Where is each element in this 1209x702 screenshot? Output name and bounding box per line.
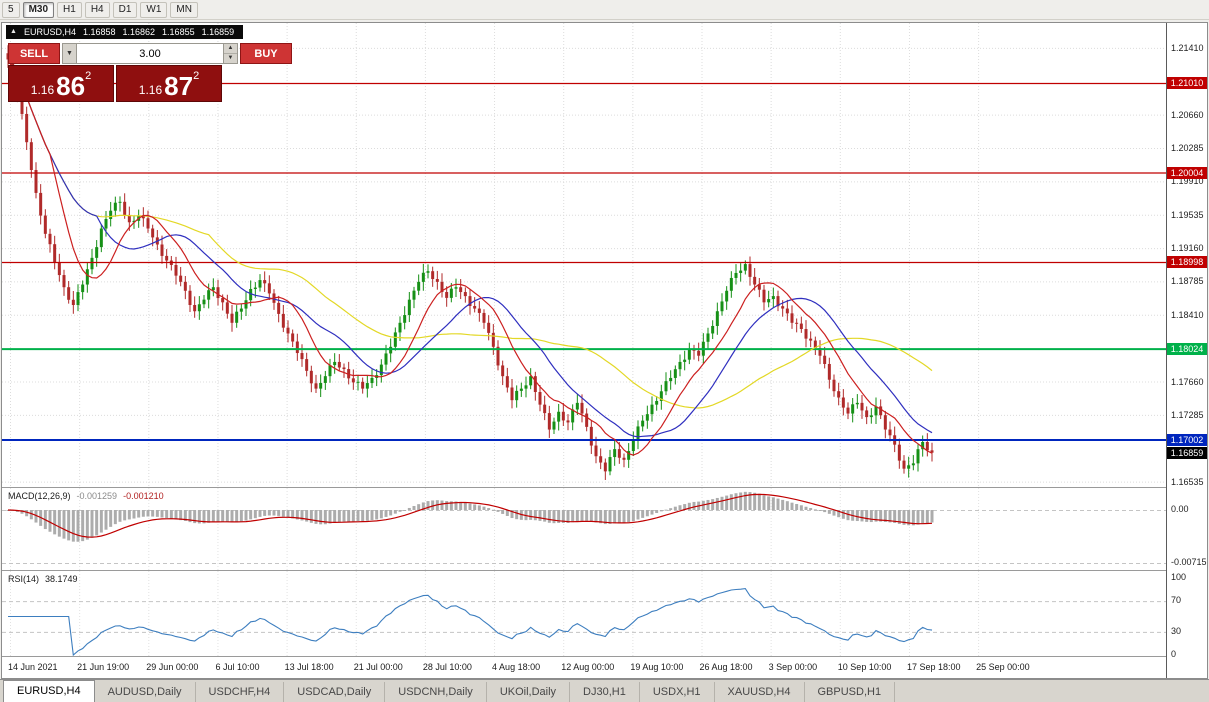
time-axis-label: 14 Jun 2021 [8, 662, 58, 672]
sell-price-fraction: 2 [85, 70, 92, 82]
quote-low: 1.16855 [162, 27, 195, 37]
time-axis-label: 10 Sep 10:00 [837, 662, 892, 672]
time-axis[interactable]: 14 Jun 2021 21 Jun 19:00 29 Jun 00:00 6 Jul… [2, 656, 1166, 678]
chart-tab-bar: EURUSD,H4 AUDUSD,Daily USDCHF,H4 USDCAD,Dai… [0, 679, 1209, 702]
rsi-axis-label: 100 [1171, 572, 1187, 582]
chart-tab-USDX[interactable]: USDX,H1 [639, 682, 715, 702]
macd-axis-label: 0.00 [1171, 504, 1189, 514]
sell-price-bigfigure: 1.16 [30, 83, 55, 97]
timeframe-button-H1[interactable]: H1 [57, 1, 82, 18]
buy-price-pips: 87 [164, 71, 194, 101]
chart-quote-bar: ▲ EURUSD,H4 1.16858 1.16862 1.16855 1.16… [6, 25, 244, 39]
time-axis-label: 4 Aug 18:00 [492, 662, 541, 672]
time-axis-label: 21 Jul 00:00 [353, 662, 403, 672]
chart-tab-EURUSD[interactable]: EURUSD,H4 [3, 680, 95, 702]
time-axis-label: 6 Jul 10:00 [215, 662, 260, 672]
rsi-axis-label: 30 [1171, 625, 1182, 636]
rsi-title: RSI(14) [8, 574, 40, 584]
chart-tab-USDCAD[interactable]: USDCAD,Daily [284, 682, 386, 702]
time-axis-label: 29 Jun 00:00 [146, 662, 199, 672]
time-axis-label: 26 Aug 18:00 [699, 662, 753, 672]
rsi-indicator-label: RSI(14) 38.1749 [8, 574, 78, 584]
time-axis-label: 19 Aug 10:00 [630, 662, 684, 672]
buy-price-bigfigure: 1.16 [138, 83, 163, 97]
price-axis-label: 1.17660 [1171, 376, 1204, 387]
chart-tab-USDCHF[interactable]: USDCHF,H4 [195, 682, 285, 702]
price-axis-label: 1.19535 [1171, 209, 1204, 220]
timeframe-toolbar: 5 M30 H1 H4 D1 W1 MN [0, 0, 1209, 20]
current-price-tag: 1.16859 [1167, 446, 1207, 459]
quote-close: 1.16859 [201, 27, 235, 37]
price-axis-label: 1.17285 [1171, 409, 1204, 420]
price-line-tag: 1.18998 [1167, 256, 1207, 269]
price-axis-label: 1.18410 [1171, 309, 1204, 320]
macd-axis-label: -0.00715 [1171, 557, 1207, 567]
rsi-axis-label: 70 [1171, 595, 1182, 606]
volume-dropdown-icon[interactable]: ▼ [63, 44, 77, 63]
time-axis-label: 12 Aug 00:00 [561, 662, 615, 672]
price-line-tag: 1.20004 [1167, 166, 1207, 179]
chart-tab-XAUUSD[interactable]: XAUUSD,H4 [714, 682, 805, 702]
volume-increase-icon[interactable]: ▲ [224, 44, 237, 53]
timeframe-button-5[interactable]: 5 [2, 1, 20, 18]
price-axis-label: 1.19160 [1171, 243, 1204, 254]
macd-signal-value: -0.001210 [123, 491, 164, 501]
price-line-tag: 1.18024 [1167, 343, 1207, 356]
volume-spinner: ▲ ▼ [223, 44, 237, 63]
one-click-trading-panel: SELL ▼ ▲ ▼ BUY 1.16 86 2 1 [8, 43, 292, 102]
macd-panel-canvas[interactable] [2, 487, 1166, 570]
chart-tab-USDCNH[interactable]: USDCNH,Daily [385, 682, 487, 702]
sell-button[interactable]: SELL [8, 43, 60, 64]
sell-price-display[interactable]: 1.16 86 2 [8, 65, 114, 102]
price-axis-label: 1.21410 [1171, 42, 1204, 53]
chart-tab-GBPUSD[interactable]: GBPUSD,H1 [804, 682, 896, 702]
price-axis-label: 1.20285 [1171, 142, 1204, 153]
timeframe-button-D1[interactable]: D1 [112, 1, 138, 18]
rsi-panel-canvas[interactable] [2, 570, 1166, 656]
chart-window: 14 Jun 2021 21 Jun 19:00 29 Jun 00:00 6 Jul… [1, 22, 1208, 679]
lot-size-stepper: ▼ ▲ ▼ [62, 43, 238, 64]
macd-indicator-label: MACD(12,26,9) -0.001259 -0.001210 [8, 491, 164, 501]
price-axis-label: 1.18785 [1171, 276, 1204, 287]
sell-price-pips: 86 [56, 71, 86, 101]
price-axis-label: 1.19910 [1171, 176, 1204, 187]
price-axis-label: 1.16535 [1171, 476, 1204, 487]
quote-symbol: EURUSD,H4 [23, 27, 76, 37]
chart-tab-AUDUSD[interactable]: AUDUSD,Daily [94, 682, 196, 702]
price-axis-label: 1.20660 [1171, 109, 1204, 120]
price-line-tag: 1.21010 [1167, 77, 1207, 90]
time-axis-label: 21 Jun 19:00 [77, 662, 130, 672]
chart-tab-DJ30[interactable]: DJ30,H1 [570, 682, 640, 702]
quote-high: 1.16862 [122, 27, 156, 37]
volume-input[interactable] [77, 44, 223, 63]
chart-collapse-icon[interactable]: ▲ [10, 28, 17, 35]
timeframe-button-H4[interactable]: H4 [84, 1, 110, 18]
price-line-tag: 1.17002 [1167, 434, 1207, 447]
time-axis-label: 17 Sep 18:00 [906, 662, 961, 672]
macd-title: MACD(12,26,9) [8, 491, 71, 501]
buy-price-fraction: 2 [193, 70, 200, 82]
rsi-value: 38.1749 [45, 574, 78, 584]
main-chart-canvas[interactable] [2, 23, 1166, 486]
quote-open: 1.16858 [82, 27, 116, 37]
macd-main-value: -0.001259 [76, 491, 118, 501]
buy-button[interactable]: BUY [240, 43, 292, 64]
chart-tab-UKOil[interactable]: UKOil,Daily [486, 682, 571, 702]
time-axis-label: 28 Jul 10:00 [422, 662, 472, 672]
volume-decrease-icon[interactable]: ▼ [224, 53, 237, 63]
buy-price-display[interactable]: 1.16 87 2 [116, 65, 222, 102]
timeframe-button-MN[interactable]: MN [170, 1, 198, 18]
rsi-axis-label: 0 [1171, 649, 1177, 659]
time-axis-label: 13 Jul 18:00 [284, 662, 334, 672]
time-axis-label: 25 Sep 00:00 [976, 662, 1030, 672]
timeframe-button-M30[interactable]: M30 [22, 1, 55, 18]
price-axis[interactable]: 1.21410 1.20660 1.20285 1.19910 1.19535 1.191… [1166, 23, 1207, 678]
timeframe-button-W1[interactable]: W1 [140, 1, 168, 18]
time-axis-label: 3 Sep 00:00 [768, 662, 818, 672]
